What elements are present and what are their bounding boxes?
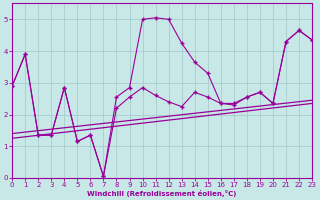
X-axis label: Windchill (Refroidissement éolien,°C): Windchill (Refroidissement éolien,°C) [87, 190, 237, 197]
